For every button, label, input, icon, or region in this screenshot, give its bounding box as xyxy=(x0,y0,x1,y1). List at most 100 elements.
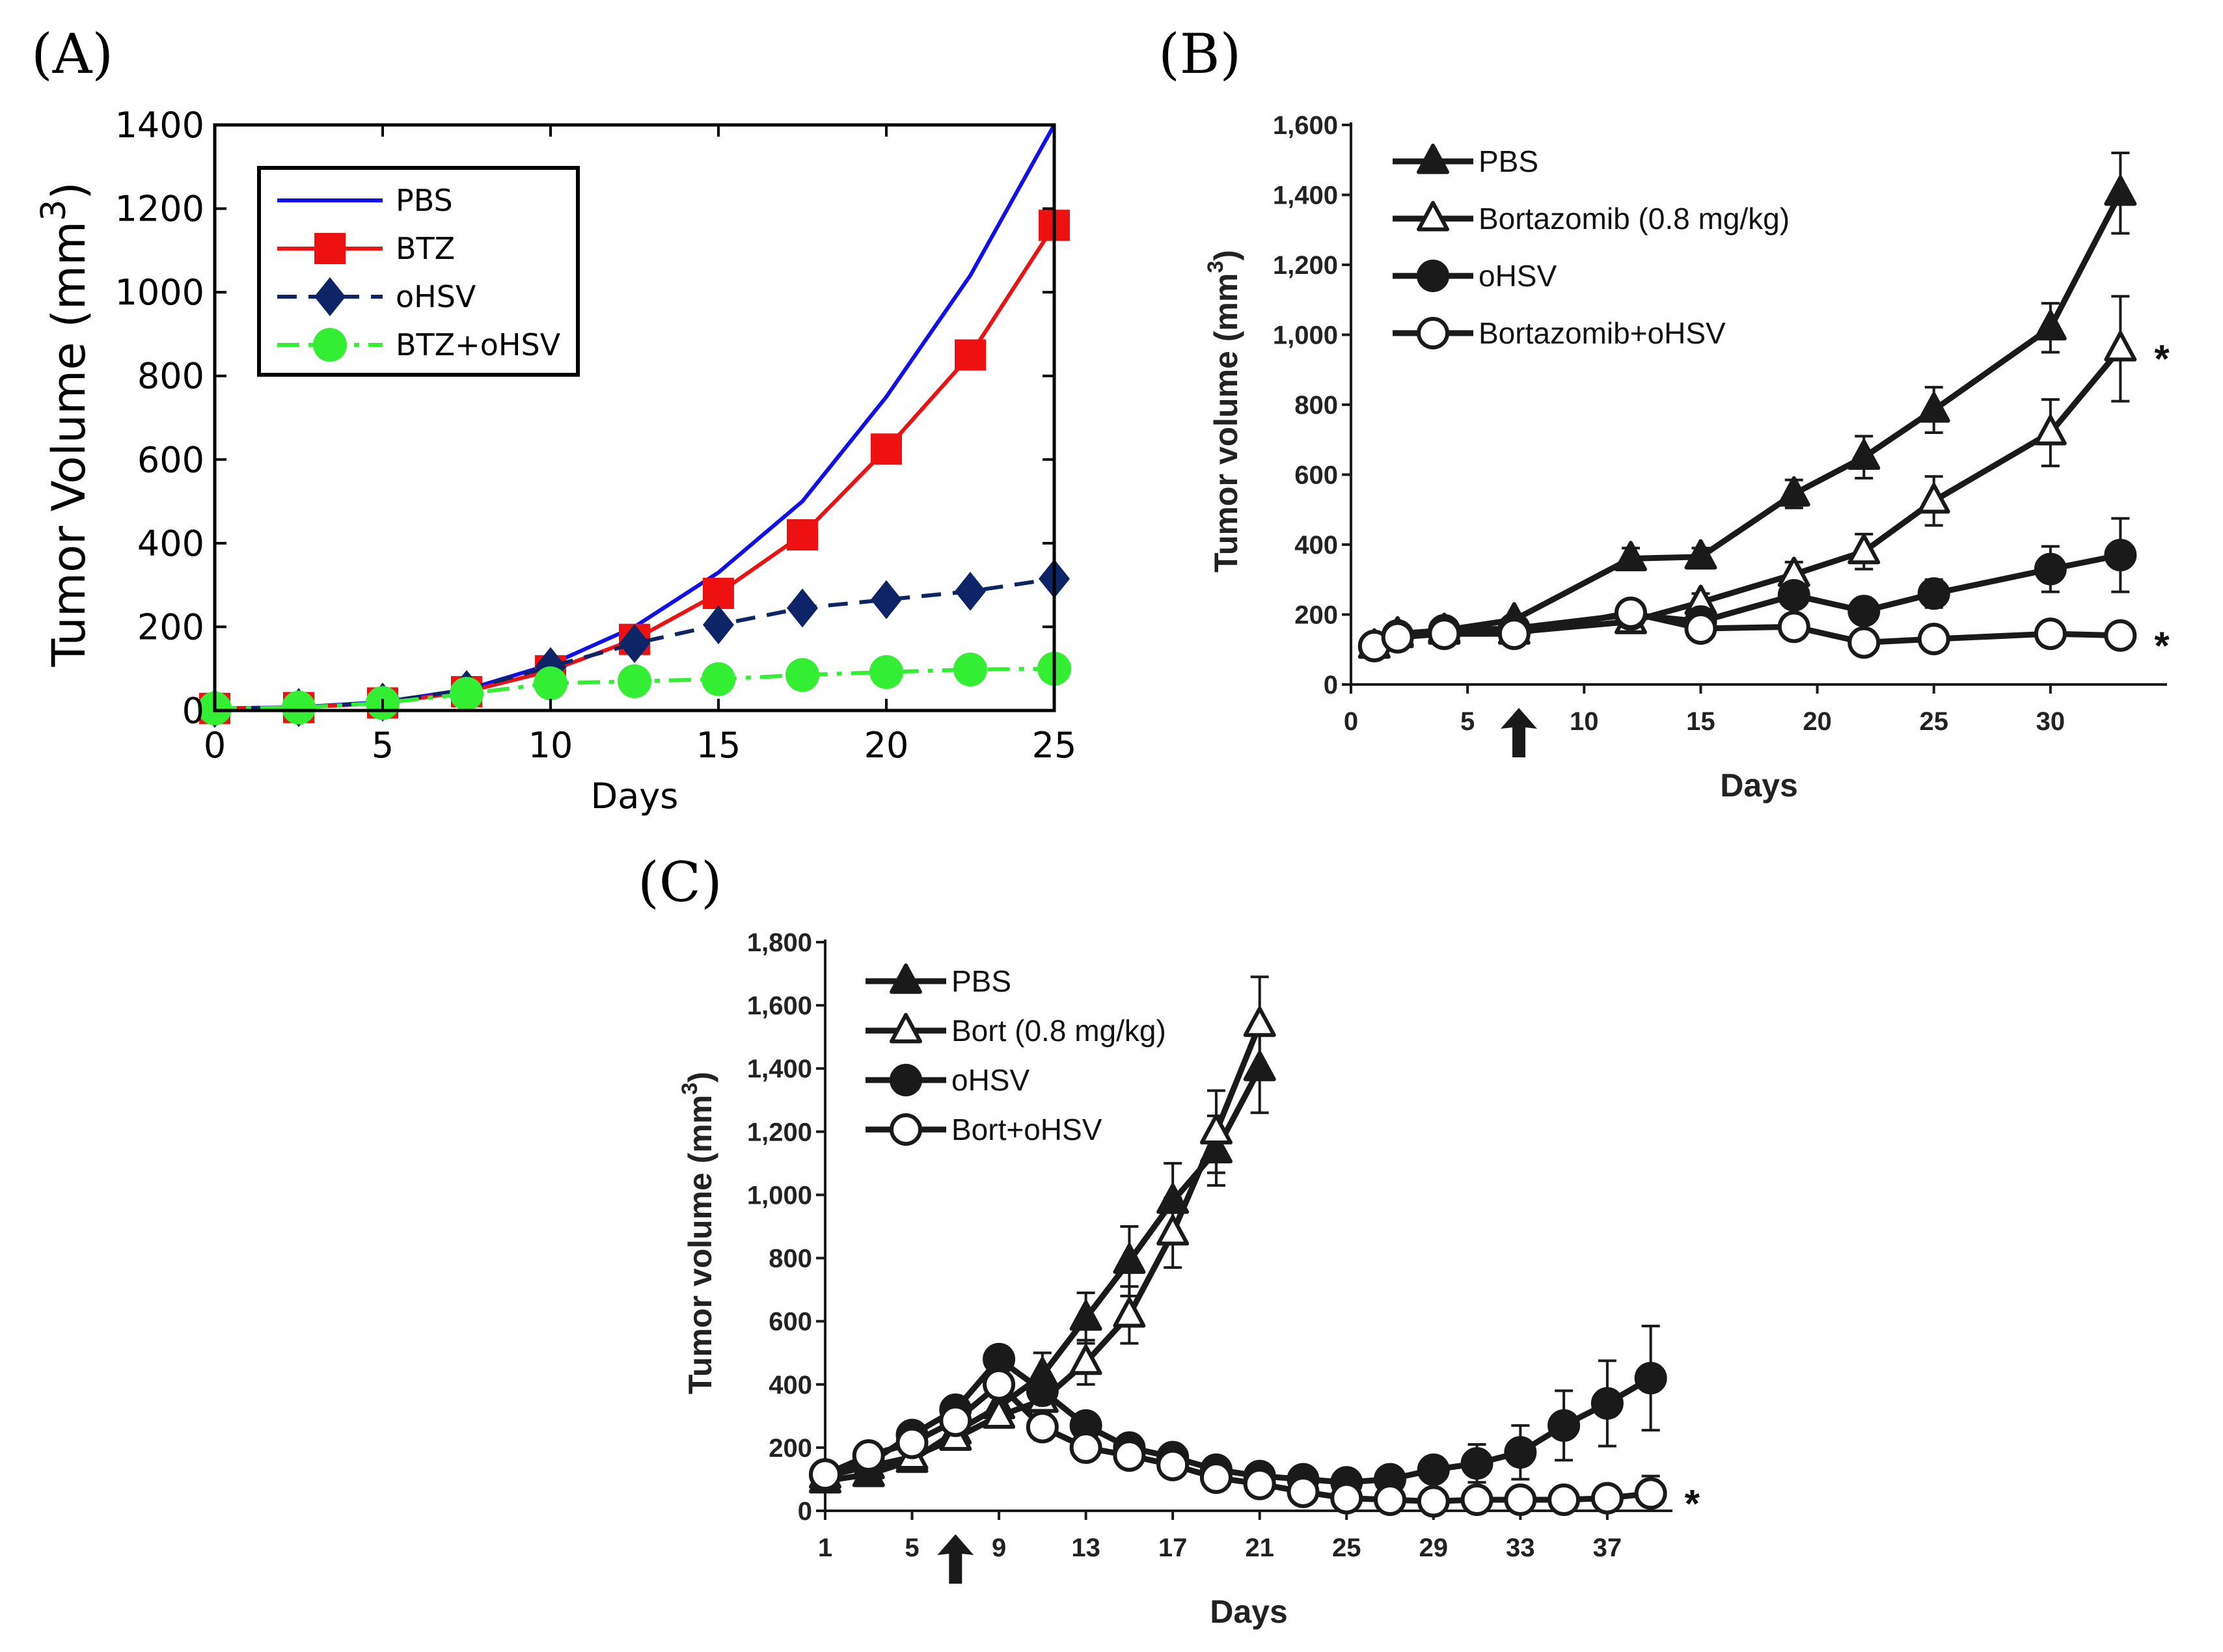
x-tick-label: 37 xyxy=(1593,1534,1622,1562)
y-tick-label: 0 xyxy=(182,690,204,731)
x-tick-label: 10 xyxy=(528,725,573,766)
significance-star: * xyxy=(2154,337,2170,381)
data-point-ohsv xyxy=(955,571,986,611)
x-tick-label: 25 xyxy=(1332,1534,1361,1562)
y-tick-label: 0 xyxy=(1324,671,1338,699)
legend-marker-pbs xyxy=(890,963,922,994)
data-point-pbs xyxy=(1848,439,1881,470)
y-tick-label: 400 xyxy=(137,523,204,564)
data-point-ohsv xyxy=(2104,539,2137,572)
y-tick-label: 600 xyxy=(137,439,204,480)
y-axis-label: Tumor volume (mm3) xyxy=(1203,250,1244,573)
data-point-bort-ohsv xyxy=(1460,1483,1493,1517)
plot-frame xyxy=(213,123,1056,712)
data-point-bort-ohsv xyxy=(939,1404,972,1437)
data-point-ohsv xyxy=(787,588,818,628)
legend-marker-bort-ohsv xyxy=(890,1113,922,1146)
y-tick-label: 200 xyxy=(137,606,204,647)
x-tick-label: 33 xyxy=(1506,1534,1535,1562)
legend-marker-bort-0-8-mg-kg xyxy=(890,1012,922,1044)
x-tick-label: 15 xyxy=(1686,707,1715,736)
legend-marker-ohsv xyxy=(1417,260,1449,292)
data-point-bort-ohsv xyxy=(1590,1482,1624,1515)
y-tick-label: 1,400 xyxy=(747,1055,812,1083)
data-point-bortazomib-0-8-mg-kg xyxy=(1848,534,1881,565)
x-tick-label: 15 xyxy=(696,725,741,766)
legend-label-ohsv: oHSV xyxy=(1479,259,1557,293)
y-axis-label: Tumor Volume (mm3) xyxy=(34,182,96,667)
legend-label-btz: BTZ xyxy=(396,231,455,266)
significance-star: * xyxy=(2154,624,2170,668)
data-point-bortazomib-ohsv xyxy=(1684,612,1717,645)
data-point-bort-0-8-mg-kg xyxy=(1113,1297,1146,1328)
y-axis-label-close: ) xyxy=(1208,250,1244,261)
treatment-arrow xyxy=(937,1534,974,1584)
x-tick-label: 20 xyxy=(864,725,909,766)
data-point-bortazomib-ohsv xyxy=(1614,596,1647,629)
data-point-bort-ohsv xyxy=(1026,1411,1059,1444)
data-point-ohsv xyxy=(1417,1453,1450,1486)
data-point-bortazomib-ohsv xyxy=(1848,626,1881,659)
data-point-ohsv xyxy=(1634,1362,1667,1395)
legend-box xyxy=(257,166,580,377)
data-point-btz-ohsv xyxy=(953,653,987,686)
data-point-ohsv xyxy=(1848,595,1881,628)
legend-label-bortazomib-ohsv: Bortazomib+oHSV xyxy=(1479,316,1726,350)
data-point-bortazomib-ohsv xyxy=(1777,610,1810,643)
data-point-btz-ohsv xyxy=(450,677,484,711)
x-tick-label: 1 xyxy=(818,1534,832,1562)
y-tick-label: 400 xyxy=(769,1371,812,1400)
data-point-bort-ohsv xyxy=(1199,1461,1233,1495)
x-axis-label: Days xyxy=(591,776,679,817)
legend-label-bortazomib-0-8-mg-kg: Bortazomib (0.8 mg/kg) xyxy=(1479,202,1790,236)
y-tick-label: 1200 xyxy=(115,189,204,230)
x-tick-label: 30 xyxy=(2036,707,2066,736)
y-tick-label: 1,200 xyxy=(747,1118,812,1146)
data-point-ohsv xyxy=(703,605,734,645)
panel-label-c: (C) xyxy=(638,850,722,914)
legend-label-ohsv: oHSV xyxy=(396,279,476,314)
series-line-bortazomib-0-8-mg-kg xyxy=(1372,347,2123,649)
legend-marker-bortazomib-ohsv xyxy=(1417,317,1449,349)
y-tick-label: 1,200 xyxy=(1273,251,1338,280)
y-axis-label-text: Tumor volume (mm xyxy=(1208,273,1244,573)
x-tick-label: 13 xyxy=(1071,1534,1100,1562)
x-tick-label: 25 xyxy=(1919,707,1948,736)
data-point-bort-ohsv xyxy=(852,1439,885,1472)
legend-marker-pbs xyxy=(1417,143,1449,174)
legend-marker-ohsv xyxy=(890,1064,922,1096)
data-point-bortazomib-ohsv xyxy=(1381,621,1414,654)
data-point-ohsv xyxy=(871,580,902,619)
legend-label-btz-ohsv: BTZ+oHSV xyxy=(396,327,561,362)
data-point-pbs xyxy=(1684,539,1717,570)
data-point-ohsv xyxy=(1504,1436,1537,1469)
x-tick-label: 5 xyxy=(1460,707,1475,736)
data-point-bort-ohsv xyxy=(1156,1448,1190,1482)
data-point-btz xyxy=(787,519,818,550)
y-tick-label: 1,600 xyxy=(1273,111,1338,140)
data-point-bortazomib-0-8-mg-kg xyxy=(1917,483,1950,514)
data-point-btz xyxy=(703,578,734,609)
y-axis-label-text: Tumor Volume (mm xyxy=(42,221,96,668)
panel-label-b: (B) xyxy=(1158,22,1241,86)
legend-label-pbs: PBS xyxy=(1479,144,1538,178)
data-point-ohsv xyxy=(1590,1387,1624,1420)
y-tick-label: 1,000 xyxy=(1273,321,1338,350)
y-tick-label: 200 xyxy=(1294,601,1338,630)
data-point-bort-0-8-mg-kg xyxy=(1069,1344,1102,1375)
data-point-bortazomib-ohsv xyxy=(1917,623,1950,656)
y-tick-label: 800 xyxy=(137,356,204,397)
legend-label-pbs: PBS xyxy=(396,183,453,218)
data-point-btz xyxy=(955,339,986,371)
chart-b: 0 200 400 600 800 1,000 1,200 1,400 1,600 0 5 10 15 2… xyxy=(1203,111,2170,804)
data-point-ohsv xyxy=(1777,578,1810,612)
data-point-ohsv xyxy=(1917,577,1950,610)
x-tick-label: 0 xyxy=(204,725,226,766)
data-point-bortazomib-0-8-mg-kg xyxy=(2104,331,2137,362)
data-point-pbs xyxy=(1243,1051,1276,1081)
x-tick-label: 25 xyxy=(1032,725,1077,766)
y-tick-label: 1,800 xyxy=(747,928,812,957)
data-point-btz xyxy=(871,433,902,465)
data-point-bort-ohsv xyxy=(1634,1477,1667,1510)
x-tick-label: 9 xyxy=(992,1534,1006,1562)
